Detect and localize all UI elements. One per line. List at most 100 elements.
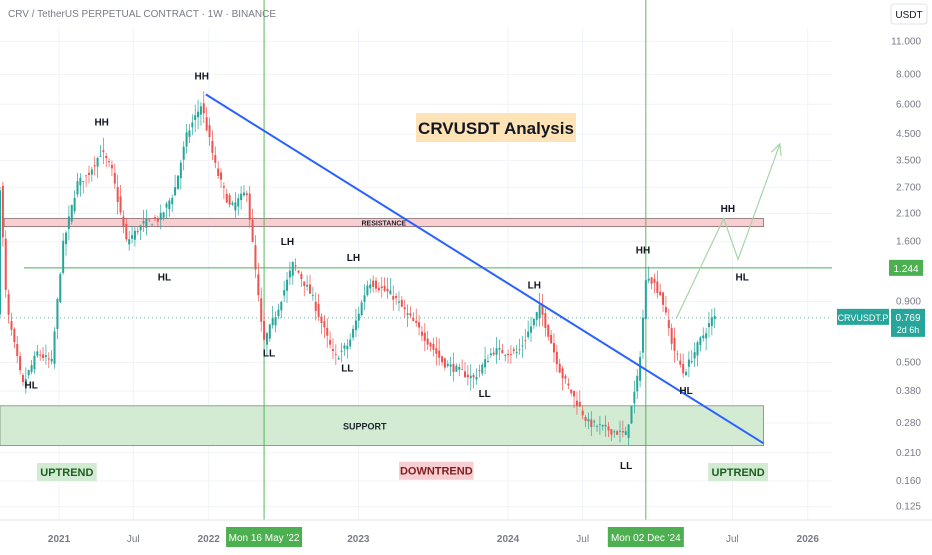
downtrend-label: DOWNTREND bbox=[400, 466, 473, 478]
candle bbox=[573, 390, 576, 409]
candle bbox=[541, 293, 544, 327]
candle bbox=[403, 299, 406, 318]
x-tick-label: Jul bbox=[576, 534, 589, 545]
candle bbox=[271, 305, 274, 329]
projection-arrowhead bbox=[770, 142, 782, 156]
candle bbox=[280, 300, 283, 319]
candle bbox=[518, 338, 521, 355]
candle bbox=[624, 426, 627, 436]
candle bbox=[311, 287, 314, 301]
candle bbox=[294, 258, 297, 272]
swing-label-hl: HL bbox=[24, 380, 37, 391]
candle bbox=[185, 124, 188, 154]
candle bbox=[400, 296, 403, 308]
candle bbox=[300, 271, 303, 287]
key-level-value: 1.244 bbox=[893, 264, 918, 275]
x-tick-label: 2021 bbox=[48, 534, 71, 545]
descending-trendline[interactable] bbox=[205, 93, 765, 445]
candle bbox=[584, 415, 587, 428]
candle bbox=[687, 351, 690, 378]
date-marker-label: Mon 02 Dec '24 bbox=[611, 533, 681, 544]
y-tick-label: 4.500 bbox=[896, 129, 921, 140]
candle bbox=[225, 188, 228, 203]
y-tick-label: 8.000 bbox=[896, 69, 921, 80]
candle bbox=[633, 380, 636, 414]
candle bbox=[481, 362, 484, 376]
candle bbox=[590, 411, 593, 437]
support-zone[interactable] bbox=[0, 405, 764, 447]
candle bbox=[699, 336, 702, 352]
candle bbox=[151, 223, 154, 226]
candle bbox=[392, 285, 395, 311]
candle bbox=[82, 181, 85, 194]
candle bbox=[145, 209, 148, 236]
candle bbox=[504, 354, 507, 362]
candle bbox=[676, 350, 679, 361]
candle bbox=[690, 350, 693, 364]
candle bbox=[521, 336, 524, 358]
candle bbox=[426, 330, 429, 350]
currency-button[interactable] bbox=[890, 3, 928, 25]
candle bbox=[343, 342, 346, 356]
candle bbox=[693, 342, 696, 367]
candle bbox=[154, 214, 157, 221]
candle bbox=[113, 163, 116, 189]
candle bbox=[245, 190, 248, 203]
candle bbox=[512, 346, 515, 355]
y-tick-label: 11.000 bbox=[891, 36, 921, 47]
candle bbox=[418, 315, 421, 336]
candle bbox=[641, 309, 644, 359]
candle bbox=[323, 314, 326, 339]
date-marker-label: Mon 16 May '22 bbox=[229, 533, 300, 544]
candle bbox=[62, 232, 65, 275]
candle bbox=[136, 227, 139, 236]
swing-label-lh: LH bbox=[347, 253, 360, 264]
candle bbox=[21, 373, 24, 386]
candle bbox=[30, 359, 33, 375]
candle bbox=[197, 99, 200, 130]
candle bbox=[349, 333, 352, 350]
y-tick-label: 0.210 bbox=[896, 448, 921, 459]
candle bbox=[277, 303, 280, 320]
candle bbox=[667, 308, 670, 336]
swing-label-ll: LL bbox=[479, 389, 491, 400]
candle bbox=[484, 346, 487, 375]
candle bbox=[535, 311, 538, 327]
candle bbox=[441, 355, 444, 366]
candle bbox=[56, 297, 59, 340]
candle bbox=[659, 283, 662, 297]
symbol-tag: CRVUSDT.P bbox=[838, 313, 889, 323]
candle bbox=[409, 306, 412, 319]
candle bbox=[156, 215, 159, 228]
swing-label-hh: HH bbox=[721, 204, 735, 215]
candle bbox=[251, 208, 254, 243]
candle bbox=[464, 362, 467, 379]
candle bbox=[265, 331, 268, 357]
candle bbox=[670, 323, 673, 351]
candle bbox=[380, 277, 383, 298]
candle bbox=[303, 281, 306, 297]
y-tick-label: 2.700 bbox=[896, 182, 921, 193]
projection-path[interactable] bbox=[676, 143, 781, 318]
candle bbox=[191, 114, 194, 136]
candle bbox=[366, 280, 369, 297]
candle bbox=[455, 363, 458, 373]
swing-label-hh: HH bbox=[636, 245, 650, 256]
candle bbox=[194, 104, 197, 133]
candle bbox=[555, 344, 558, 373]
candle bbox=[263, 310, 266, 343]
candle bbox=[76, 172, 79, 198]
candle bbox=[13, 327, 16, 349]
candle bbox=[653, 273, 656, 294]
candle bbox=[334, 344, 337, 365]
candle bbox=[85, 175, 88, 187]
candle bbox=[44, 344, 47, 365]
candle bbox=[59, 272, 62, 304]
candle bbox=[286, 272, 289, 303]
x-tick-label: 2023 bbox=[347, 534, 370, 545]
candle bbox=[527, 320, 530, 340]
resistance-zone[interactable] bbox=[3, 218, 764, 228]
candle bbox=[432, 337, 435, 357]
